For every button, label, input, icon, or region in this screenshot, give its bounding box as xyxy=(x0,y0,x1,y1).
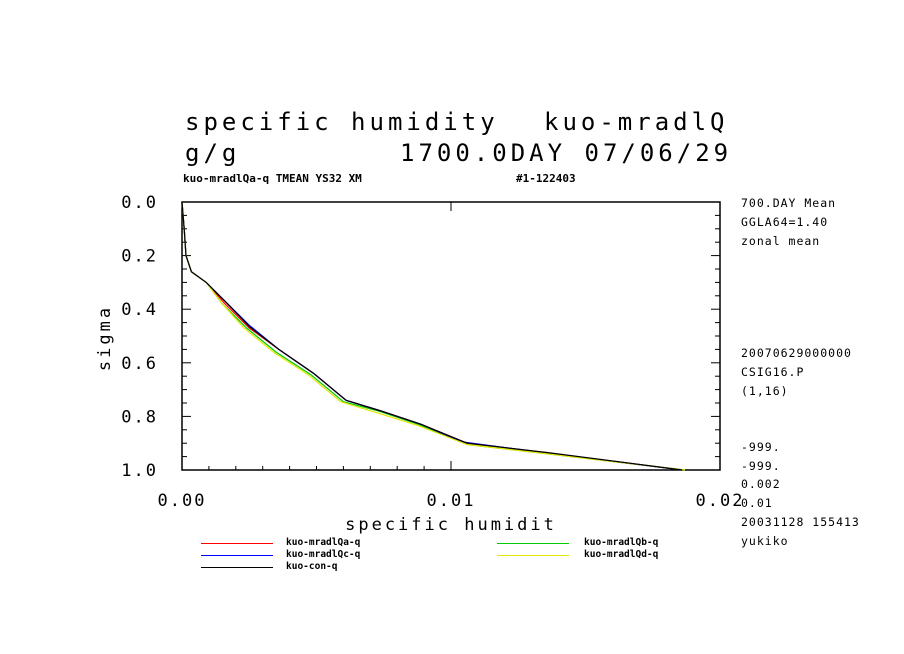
x-tick-label: 0.00 xyxy=(158,491,207,511)
subtitle-dataset: kuo-mradlQa-q TMEAN YS32 XM xyxy=(183,172,362,185)
y-tick-label: 0.4 xyxy=(121,300,158,320)
subtitle-id: #1-122403 xyxy=(516,172,576,185)
y-tick-label: 0.2 xyxy=(121,247,158,267)
side-info-max: 0.01 xyxy=(741,496,773,510)
y-tick-label: 0.8 xyxy=(121,407,158,427)
legend-label-qd: kuo-mradlQd-q xyxy=(584,549,659,560)
side-info-date: 20070629000000 xyxy=(741,346,852,360)
side-info-grid: GGLA64=1.40 xyxy=(741,215,829,229)
side-info-user: yukiko xyxy=(741,534,789,548)
x-tick-label: 0.02 xyxy=(696,491,745,511)
side-info-zonal: zonal mean xyxy=(741,234,821,248)
legend-label-qa: kuo-mradlQa-q xyxy=(286,537,361,548)
legend-swatch-qc xyxy=(201,555,273,556)
title-variable: specific humidity xyxy=(185,108,499,136)
side-info-level: CSIG16.P xyxy=(741,365,805,379)
side-info-range: (1,16) xyxy=(741,384,789,398)
series-line xyxy=(181,201,683,471)
legend-swatch-con xyxy=(201,567,273,568)
side-info-mean: 700.DAY Mean xyxy=(741,196,837,210)
x-tick-label: 0.01 xyxy=(427,491,476,511)
legend-swatch-qa xyxy=(201,543,273,544)
legend-label-qc: kuo-mradlQc-q xyxy=(286,549,361,560)
side-info-timestamp: 20031128 155413 xyxy=(741,515,860,529)
side-info-undef2: -999. xyxy=(741,459,781,473)
y-axis-label: sigma xyxy=(95,305,115,371)
y-tick-label: 0.0 xyxy=(121,193,158,213)
side-info-interval: 0.002 xyxy=(741,477,781,491)
side-info-undef1: -999. xyxy=(741,440,781,454)
title-time: 1700.0DAY 07/06/29 xyxy=(400,139,733,167)
title-experiment: kuo-mradlQ xyxy=(544,108,729,136)
legend-swatch-qd xyxy=(497,555,569,556)
y-tick-label: 1.0 xyxy=(121,461,158,481)
title-units: g/g xyxy=(185,139,241,167)
y-tick-label: 0.6 xyxy=(121,354,158,374)
legend-label-qb: kuo-mradlQb-q xyxy=(584,537,659,548)
legend-label-con: kuo-con-q xyxy=(286,561,338,572)
x-axis-label: specific humidit xyxy=(345,515,557,535)
legend-swatch-qb xyxy=(497,543,569,544)
